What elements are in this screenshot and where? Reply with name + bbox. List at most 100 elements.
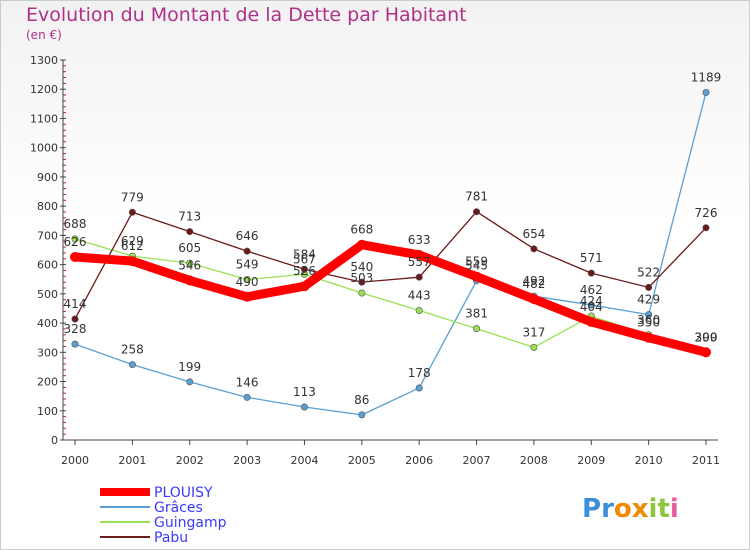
- data-point: [702, 88, 710, 96]
- data-label: 629: [121, 234, 144, 248]
- data-point: [415, 273, 423, 281]
- data-point: [473, 325, 481, 333]
- data-label: 146: [236, 375, 259, 389]
- data-label: 328: [64, 322, 87, 336]
- data-label: 350: [637, 316, 660, 330]
- data-label: 549: [236, 258, 259, 272]
- data-point: [128, 361, 136, 369]
- y-tick-label: 500: [37, 288, 58, 301]
- data-label: 646: [236, 229, 259, 243]
- y-tick-label: 1300: [30, 54, 58, 67]
- data-point: [299, 281, 310, 292]
- data-label: 113: [293, 385, 316, 399]
- data-label: 781: [465, 190, 488, 204]
- series-line-series-1: [74, 91, 707, 416]
- y-tick-label: 800: [37, 200, 58, 213]
- data-point: [645, 283, 653, 291]
- data-label: 360: [637, 313, 660, 327]
- data-point: [300, 403, 308, 411]
- data-point: [186, 259, 194, 267]
- data-point: [186, 228, 194, 236]
- data-point: [186, 378, 194, 386]
- data-point: [184, 275, 195, 286]
- chart-subtitle: (en €): [26, 28, 62, 42]
- data-label: 492: [522, 274, 545, 288]
- data-point: [702, 224, 710, 232]
- data-point: [530, 245, 538, 253]
- data-label: 626: [64, 235, 87, 249]
- data-point: [473, 208, 481, 216]
- y-tick-label: 400: [37, 317, 58, 330]
- y-tick-label: 600: [37, 259, 58, 272]
- y-tick-label: 300: [37, 346, 58, 359]
- data-label: 668: [350, 223, 373, 237]
- data-point: [645, 311, 653, 319]
- data-label: 443: [408, 289, 431, 303]
- data-point: [358, 278, 366, 286]
- x-tick-label: 2006: [405, 454, 433, 467]
- data-point: [127, 256, 138, 267]
- legend-label: PLOUISY: [154, 485, 213, 501]
- data-label: 605: [178, 241, 201, 255]
- y-tick-label: 900: [37, 171, 58, 184]
- y-tick-label: 1200: [30, 83, 58, 96]
- data-label: 300: [695, 330, 718, 344]
- data-label: 559: [465, 255, 488, 269]
- x-tick-label: 2007: [463, 454, 491, 467]
- y-tick-label: 100: [37, 405, 58, 418]
- data-label: 779: [121, 190, 144, 204]
- data-label: 584: [293, 247, 316, 261]
- data-point: [358, 289, 366, 297]
- x-tick-label: 2001: [118, 454, 146, 467]
- legend-label: Pabu: [154, 530, 188, 546]
- data-label: 654: [522, 227, 545, 241]
- series-layer: [70, 88, 711, 419]
- x-tick-label: 2003: [233, 454, 261, 467]
- data-label: 726: [695, 206, 718, 220]
- x-tick-label: 2008: [520, 454, 548, 467]
- data-label: 86: [354, 393, 369, 407]
- series-line-plouisy: [70, 240, 711, 357]
- x-tick-label: 2009: [577, 454, 605, 467]
- data-point: [471, 271, 482, 282]
- chart-title: Evolution du Montant de la Dette par Hab…: [26, 4, 467, 26]
- data-point: [243, 276, 251, 284]
- data-point: [643, 332, 654, 343]
- x-tick-label: 2004: [290, 454, 318, 467]
- data-label: 522: [637, 265, 660, 279]
- x-tick-label: 2010: [635, 454, 663, 467]
- data-label: 199: [178, 360, 201, 374]
- data-label: 414: [64, 297, 87, 311]
- data-point: [415, 384, 423, 392]
- data-point: [587, 301, 595, 309]
- data-label: 526: [293, 264, 316, 278]
- data-label: 429: [637, 293, 660, 307]
- data-point: [701, 347, 711, 358]
- legend-label: Grâces: [154, 500, 203, 516]
- data-point: [358, 411, 366, 419]
- data-label: 178: [408, 366, 431, 380]
- legend-label: Guingamp: [154, 515, 227, 531]
- data-label: 503: [350, 271, 373, 285]
- data-label: 612: [121, 239, 144, 253]
- data-point: [528, 294, 539, 305]
- data-label: 545: [465, 259, 488, 273]
- data-point: [243, 247, 251, 255]
- x-tick-label: 2002: [176, 454, 204, 467]
- data-point: [71, 315, 79, 323]
- x-tick-label: 2011: [692, 454, 720, 467]
- data-point: [414, 249, 425, 260]
- data-label: 404: [580, 300, 603, 314]
- y-tick-label: 0: [51, 434, 58, 447]
- data-point: [300, 265, 308, 273]
- data-label: 567: [293, 252, 316, 266]
- x-tick-label: 2005: [348, 454, 376, 467]
- data-label: 381: [465, 307, 488, 321]
- y-tick-label: 700: [37, 229, 58, 242]
- series-line-series-3: [74, 211, 707, 320]
- proxiti-logo: Proxiti: [582, 494, 679, 524]
- data-point: [71, 340, 79, 348]
- data-label: 540: [350, 260, 373, 274]
